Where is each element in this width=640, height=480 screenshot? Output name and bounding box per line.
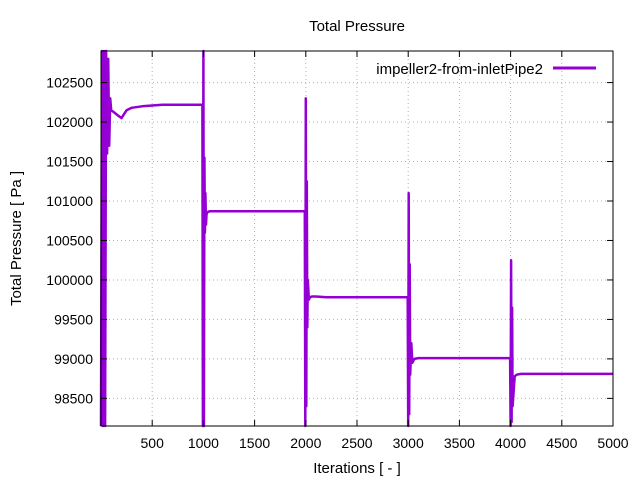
x-tick-label: 1500 (239, 435, 270, 451)
y-tick-label: 100000 (46, 272, 93, 288)
x-tick-label: 1000 (188, 435, 219, 451)
series-line-impeller2-from-inletPipe2 (99, 49, 613, 428)
x-tick-label: 3000 (393, 435, 424, 451)
y-tick-label: 98500 (54, 390, 93, 406)
x-tick-label: 3500 (444, 435, 475, 451)
legend-label: impeller2-from-inletPipe2 (376, 61, 543, 78)
y-tick-label: 99500 (54, 311, 93, 327)
x-tick-label: 4000 (495, 435, 526, 451)
y-tick-label: 101500 (46, 154, 93, 170)
x-tick-label: 4500 (546, 435, 577, 451)
x-tick-label: 500 (141, 435, 165, 451)
y-tick-label: 102500 (46, 75, 93, 91)
x-tick-label: 5000 (597, 435, 628, 451)
y-tick-label: 101000 (46, 193, 93, 209)
y-tick-label: 99000 (54, 351, 93, 367)
x-axis-title: Iterations [ - ] (313, 460, 401, 477)
x-tick-label: 2000 (290, 435, 321, 451)
axis-ticks: 500 1000 1500 2000 2500 3000 3500 4000 4500 5000 9… (46, 51, 629, 451)
y-axis-title: Total Pressure [ Pa ] (8, 171, 25, 306)
legend: impeller2-from-inletPipe2 (376, 61, 596, 78)
x-tick-label: 2500 (341, 435, 372, 451)
chart-title: Total Pressure (309, 18, 405, 35)
y-tick-label: 100500 (46, 232, 93, 248)
y-tick-label: 102000 (46, 114, 93, 130)
grid-lines (101, 51, 613, 426)
